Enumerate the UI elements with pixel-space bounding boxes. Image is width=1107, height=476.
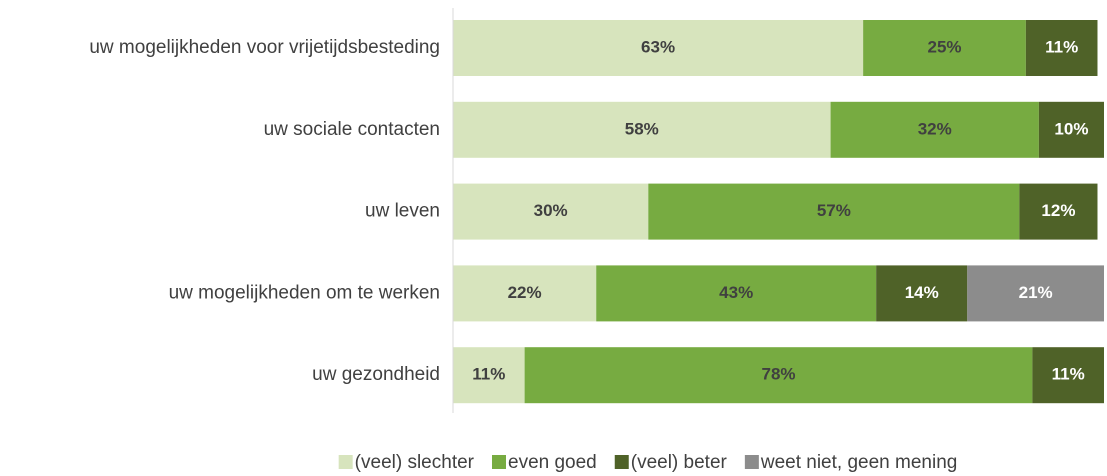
data-label: 63% bbox=[641, 37, 675, 56]
category-label: uw gezondheid bbox=[312, 364, 440, 385]
category-label: uw leven bbox=[365, 201, 440, 222]
data-label: 43% bbox=[719, 283, 753, 302]
data-label: 11% bbox=[472, 365, 505, 384]
bar-segment bbox=[453, 347, 525, 404]
bar-segment bbox=[863, 20, 1026, 76]
data-label: 21% bbox=[1019, 283, 1053, 302]
bar-segment bbox=[453, 20, 864, 76]
legend-swatch bbox=[492, 455, 506, 469]
bar-segment bbox=[596, 265, 877, 322]
data-label: 10% bbox=[1054, 119, 1088, 138]
bar-segment bbox=[1032, 347, 1104, 404]
legend-label: (veel) slechter bbox=[355, 452, 475, 473]
bar-segment bbox=[1038, 101, 1104, 158]
bar-segment bbox=[876, 265, 968, 322]
legend-label: even goed bbox=[508, 452, 597, 473]
legend-swatch bbox=[338, 455, 353, 469]
bar-segment bbox=[524, 347, 1033, 404]
bar-segment bbox=[648, 183, 1020, 240]
data-label: 14% bbox=[905, 283, 939, 302]
bar-segment bbox=[453, 101, 831, 158]
legend-label: (veel) beter bbox=[631, 452, 728, 473]
data-label: 11% bbox=[1052, 365, 1085, 384]
bar-segment bbox=[967, 265, 1104, 322]
legend-swatch bbox=[744, 455, 759, 469]
data-label: 22% bbox=[508, 283, 542, 302]
data-label: 25% bbox=[927, 37, 961, 56]
bar-segment bbox=[453, 265, 597, 322]
data-label: 11% bbox=[1045, 37, 1078, 56]
legend-label: weet niet, geen mening bbox=[760, 452, 957, 473]
category-label: uw sociale contacten bbox=[264, 119, 440, 140]
bar-segment bbox=[453, 183, 649, 240]
bar-segment bbox=[830, 101, 1039, 158]
legend-swatch bbox=[614, 455, 629, 469]
category-label: uw mogelijkheden om te werken bbox=[169, 282, 440, 303]
data-label: 12% bbox=[1041, 201, 1075, 220]
category-label: uw mogelijkheden voor vrijetijdsbestedin… bbox=[89, 37, 440, 58]
bar-segment bbox=[1019, 183, 1098, 240]
bar-segment bbox=[1025, 20, 1098, 76]
data-label: 57% bbox=[817, 201, 851, 220]
data-label: 58% bbox=[625, 119, 659, 138]
data-label: 32% bbox=[918, 119, 952, 138]
data-label: 78% bbox=[761, 365, 795, 384]
data-label: 30% bbox=[534, 201, 568, 220]
